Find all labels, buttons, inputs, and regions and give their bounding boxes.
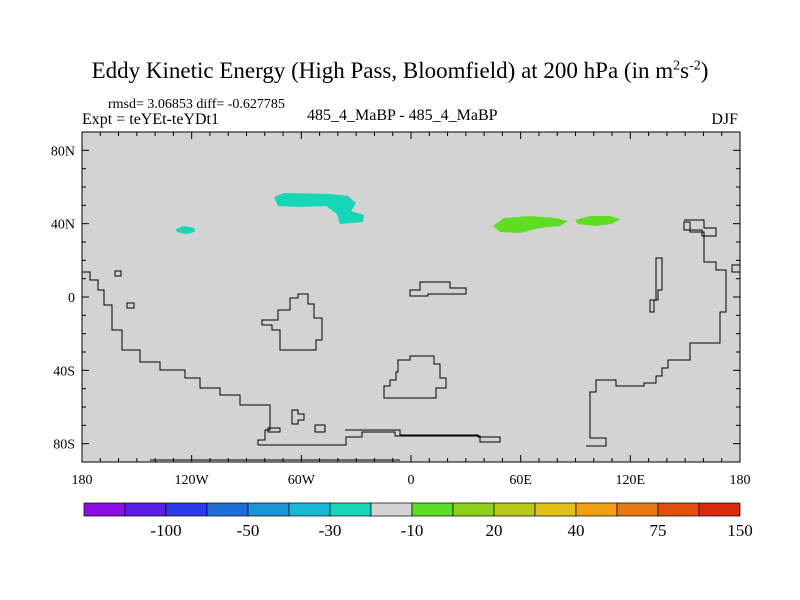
coastline-island-4 [314, 424, 326, 433]
colorbar-swatch [247, 502, 290, 517]
colorbar-swatch [288, 502, 331, 517]
coastline-east-island [649, 257, 663, 313]
colorbar-label: 150 [727, 521, 753, 540]
coastline-americas [82, 271, 271, 445]
chart-title: Eddy Kinetic Energy (High Pass, Bloomfie… [91, 58, 709, 83]
anomaly-patch-asia-east [575, 216, 620, 226]
anomaly-patch-asia-west [493, 216, 568, 233]
colorbar-swatch [370, 502, 413, 517]
colorbar-swatch [206, 502, 249, 517]
colorbar-swatch [657, 502, 700, 517]
x-tick-label: 120W [175, 473, 210, 488]
coastline-island-3 [291, 409, 305, 425]
axis-ticks: 180 120W 60W 0 60E 120E 180 80N 40N 0 40S 80S [51, 131, 751, 488]
colorbar-swatch [616, 502, 659, 517]
colorbar-label: -30 [319, 521, 342, 540]
coastline-equator-land [409, 281, 467, 297]
colorbar-label: -10 [401, 521, 424, 540]
colorbar-swatch [534, 502, 577, 517]
experiment-label: Expt = teYEt-teYDt1 [82, 111, 219, 128]
colorbar-label: -100 [150, 521, 181, 540]
colorbar-swatch [452, 502, 495, 517]
season-label: DJF [711, 111, 738, 128]
coastline-antarctica [258, 429, 501, 446]
colorbar-swatch [493, 502, 536, 517]
colorbar-label: 20 [486, 521, 503, 540]
colorbar-swatch [329, 502, 372, 517]
x-tick-label: 180 [72, 473, 93, 488]
x-tick-label: 120E [616, 473, 646, 488]
y-tick-label: 0 [68, 291, 75, 306]
x-tick-label: 60W [288, 473, 316, 488]
coastline-island-2 [126, 302, 135, 309]
y-tick-label: 80N [51, 144, 75, 159]
y-tick-label: 40S [53, 364, 75, 379]
coastline-layer [82, 219, 740, 461]
anomaly-patch-pacific [176, 226, 195, 234]
x-tick-label: 0 [408, 473, 415, 488]
plot-background [82, 132, 740, 462]
case-label: 485_4_MaBP - 485_4_MaBP [307, 107, 498, 124]
x-tick-label: 60E [509, 473, 532, 488]
y-tick-label: 80S [53, 438, 75, 453]
colorbar: -100 -50 -30 -10 20 40 75 150 [83, 502, 753, 540]
colorbar-swatch [124, 502, 167, 517]
colorbar-swatch [83, 502, 126, 517]
y-tick-label: 40N [51, 218, 75, 233]
anomaly-layer [176, 193, 620, 234]
colorbar-swatch [698, 502, 741, 517]
coastline-africa [261, 293, 323, 351]
anomaly-patch-atlantic [274, 193, 364, 224]
x-tick-label: 180 [730, 473, 751, 488]
colorbar-label: 40 [568, 521, 585, 540]
colorbar-label: -50 [237, 521, 260, 540]
coastline-east-land [586, 219, 727, 447]
coastline-island-1 [114, 270, 122, 277]
colorbar-label: 75 [650, 521, 667, 540]
colorbar-swatch [411, 502, 454, 517]
colorbar-swatch [575, 502, 618, 517]
coastline-east-edge [731, 264, 740, 273]
stats-text: rmsd= 3.06853 diff= -0.627785 [108, 97, 285, 112]
coastline-island-5 [267, 427, 281, 433]
coastline-south-land [383, 355, 447, 399]
colorbar-swatch [165, 502, 208, 517]
